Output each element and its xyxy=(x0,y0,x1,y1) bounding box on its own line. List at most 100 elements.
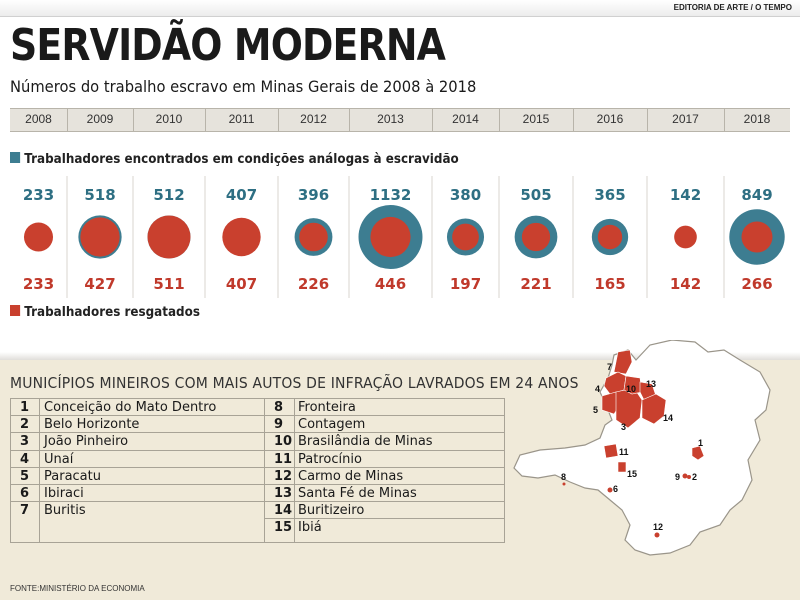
year-separator xyxy=(573,109,574,131)
bubble-rescued-2017 xyxy=(674,225,697,249)
label-rescued-2015: 221 xyxy=(520,275,551,293)
bubble-rescued-2009 xyxy=(80,217,120,257)
source-note: FONTE:MINISTÉRIO DA ECONOMIA xyxy=(10,584,145,593)
map-label-5: 5 xyxy=(593,405,598,415)
municipality-name: Brasilândia de Minas xyxy=(298,434,433,450)
municipality-name: Buritizeiro xyxy=(298,503,365,519)
municipality-number: 6 xyxy=(20,486,30,501)
municipality-name: Unaí xyxy=(44,451,74,467)
year-separator xyxy=(647,109,648,131)
municipality-name: Fronteira xyxy=(298,400,356,415)
label-rescued-2014: 197 xyxy=(450,275,481,293)
region-2-bh xyxy=(687,475,691,479)
year-separator xyxy=(499,109,500,131)
legend-rescued: Trabalhadores resgatados xyxy=(10,305,200,320)
municipality-name: Santa Fé de Minas xyxy=(298,486,417,501)
map-label-14: 14 xyxy=(663,413,673,423)
map-label-4: 4 xyxy=(595,384,600,394)
label-rescued-2017: 142 xyxy=(670,275,701,293)
municipality-number: 8 xyxy=(274,400,284,415)
map-label-8: 8 xyxy=(561,472,566,482)
top-bar xyxy=(0,0,800,17)
year-separator xyxy=(724,109,725,131)
municipality-name: Contagem xyxy=(298,417,366,433)
year-label-2012: 2012 xyxy=(300,112,327,126)
year-separator xyxy=(205,109,206,131)
municipality-number: 2 xyxy=(20,417,30,433)
label-found-2010: 512 xyxy=(153,186,184,204)
municipality-name: Ibiá xyxy=(298,520,322,536)
year-separator xyxy=(278,109,279,131)
bubble-rescued-2014 xyxy=(452,223,479,251)
page-title: SERVIDÃO MODERNA xyxy=(10,20,446,71)
region-11-patrocinio xyxy=(603,443,619,459)
label-found-2011: 407 xyxy=(226,186,257,204)
municipality-row: 8 Fronteira xyxy=(264,400,504,417)
label-found-2009: 518 xyxy=(84,186,115,204)
year-strip: 2008 2009 2010 2011 2012 2013 2014 2015 2016 2017… xyxy=(10,108,790,132)
label-rescued-2008: 233 xyxy=(23,275,54,293)
municipality-row: 4 Unaí xyxy=(10,452,264,469)
label-found-2013: 1132 xyxy=(370,186,412,204)
map-label-15: 15 xyxy=(627,469,637,479)
bubble-rescued-2013 xyxy=(370,216,411,258)
map-label-10: 10 xyxy=(626,384,636,394)
bubble-rescued-2015 xyxy=(521,222,551,252)
year-label-2008: 2008 xyxy=(25,112,52,126)
municipality-number: 7 xyxy=(20,503,30,519)
label-found-2014: 380 xyxy=(450,186,481,204)
map-label-7: 7 xyxy=(607,362,612,372)
municipality-number: 13 xyxy=(274,486,293,501)
year-label-2014: 2014 xyxy=(452,112,479,126)
legend-rescued-swatch xyxy=(10,305,21,316)
year-label-2009: 2009 xyxy=(86,112,114,126)
label-found-2008: 233 xyxy=(23,186,54,204)
year-label-2015: 2015 xyxy=(522,112,550,126)
region-8-fronteira xyxy=(562,482,566,486)
municipalities-title: MUNICÍPIOS MINEIROS COM MAIS AUTOS DE IN… xyxy=(10,374,579,392)
label-found-2015: 505 xyxy=(520,186,551,204)
year-label-2013: 2013 xyxy=(377,112,404,126)
municipality-name: Belo Horizonte xyxy=(44,417,140,433)
year-label-2016: 2016 xyxy=(596,112,624,126)
municipality-row: 10 Brasilândia de Minas xyxy=(264,434,504,451)
bubble-rescued-2012 xyxy=(299,222,328,252)
label-rescued-2009: 427 xyxy=(84,275,115,293)
year-label-2017: 2017 xyxy=(672,112,699,126)
credit-text: EDITORIA DE ARTE / O TEMPO xyxy=(673,3,792,12)
municipality-number: 12 xyxy=(274,468,293,484)
municipality-row: 1 Conceição do Mato Dentro xyxy=(10,400,264,417)
region-10-brasilandia xyxy=(623,375,643,395)
label-rescued-2013: 446 xyxy=(375,275,406,293)
label-found-2016: 365 xyxy=(594,186,625,204)
label-rescued-2012: 226 xyxy=(298,275,329,293)
year-label-2010: 2010 xyxy=(155,112,183,126)
municipality-number: 1 xyxy=(20,400,30,415)
map-label-2: 2 xyxy=(692,472,697,482)
state-outline xyxy=(513,340,771,556)
municipality-name: Carmo de Minas xyxy=(298,468,404,484)
label-rescued-2016: 165 xyxy=(594,275,625,293)
legend-found: Trabalhadores encontrados em condições a… xyxy=(10,152,459,167)
bubble-rescued-2008 xyxy=(23,222,54,252)
minas-gerais-map: 7 4 10 13 5 14 3 1 11 15 9 2 8 6 12 xyxy=(513,340,771,556)
map-label-9: 9 xyxy=(675,472,680,482)
label-found-2017: 142 xyxy=(670,186,701,204)
legend-rescued-label: Trabalhadores resgatados xyxy=(24,305,200,320)
municipality-row: 7 Buritis xyxy=(10,503,264,520)
municipality-number: 15 xyxy=(274,520,293,536)
region-14-buritizeiro xyxy=(641,393,667,425)
year-separator xyxy=(67,109,68,131)
map-label-13: 13 xyxy=(646,379,656,389)
municipality-row: 15 Ibiá xyxy=(264,520,504,537)
municipality-name: Buritis xyxy=(44,503,86,519)
region-15-ibia xyxy=(617,461,627,473)
municipality-row: 2 Belo Horizonte xyxy=(10,417,264,434)
label-rescued-2010: 511 xyxy=(153,275,184,293)
legend-found-swatch xyxy=(10,152,21,163)
table-lines xyxy=(10,398,505,543)
label-rescued-2018: 266 xyxy=(741,275,772,293)
bubble-rescued-2016 xyxy=(597,224,623,250)
year-separator xyxy=(349,109,350,131)
municipality-row: 12 Carmo de Minas xyxy=(264,469,504,486)
